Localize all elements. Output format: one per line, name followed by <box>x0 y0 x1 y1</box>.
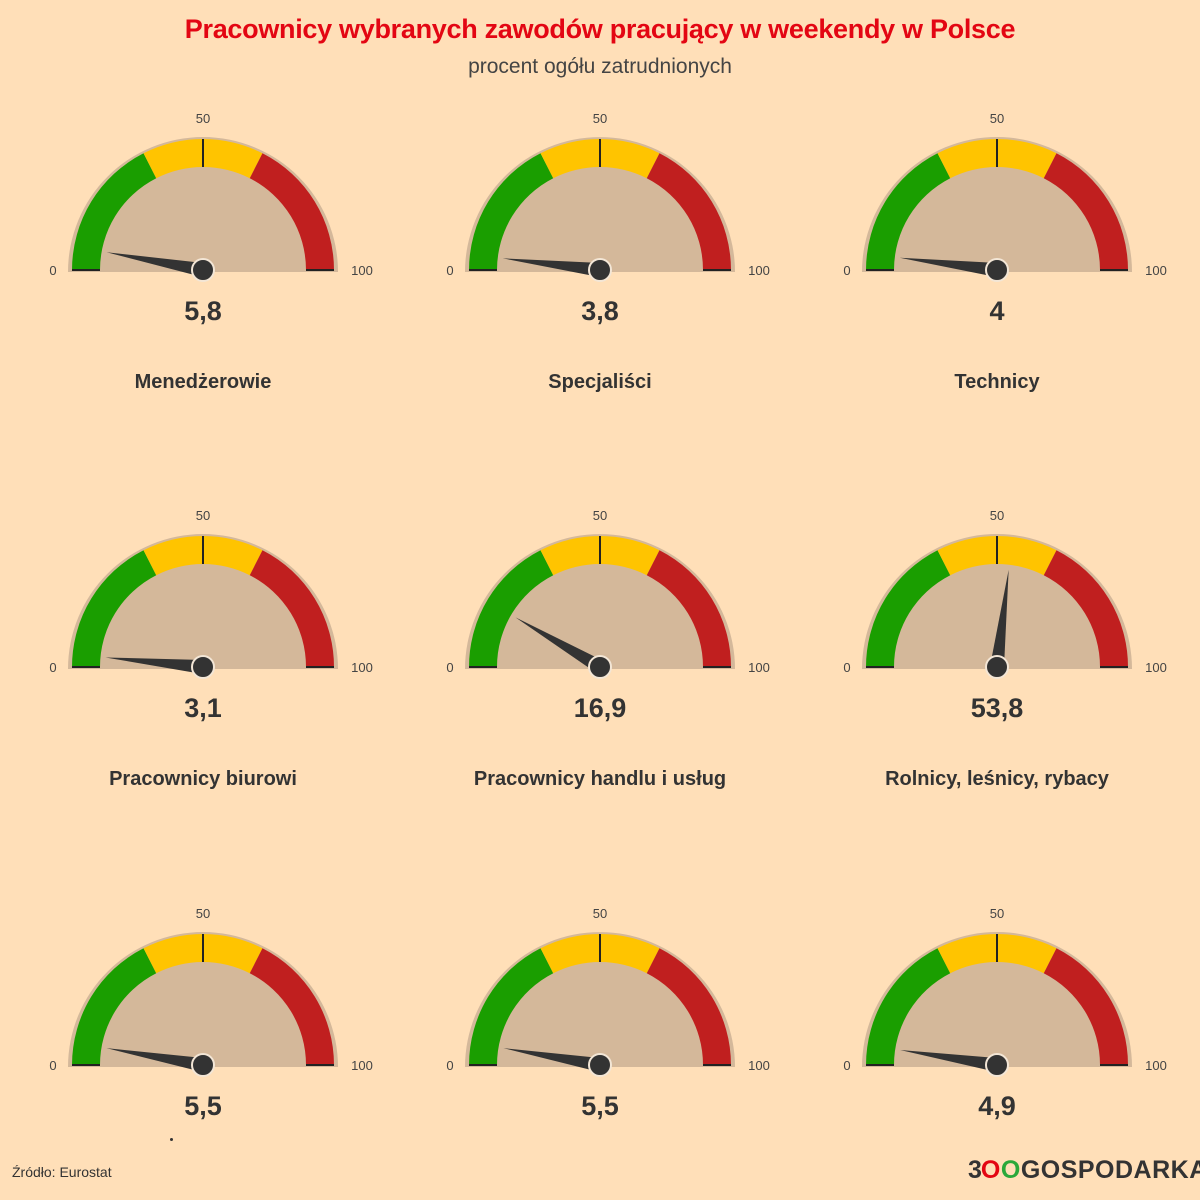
gauge-band-1 <box>469 550 554 667</box>
gauge-3: 0 50 100 4 Technicy <box>843 111 1166 393</box>
tick-label-max: 100 <box>748 660 770 675</box>
tick-label-min: 0 <box>843 1058 850 1073</box>
needle-hub <box>985 655 1009 679</box>
needle-hub <box>588 655 612 679</box>
gauge-1: 0 50 100 5,8 Menedżerowie <box>49 111 372 393</box>
gauge-4: 0 50 100 3,1 Pracownicy biurowi <box>49 508 372 790</box>
gauge-category-label: Menedżerowie <box>135 371 272 393</box>
gauge-band-3 <box>646 948 731 1065</box>
gauge-value: 5,5 <box>184 1091 222 1121</box>
gauge-5: 0 50 100 16,9 Pracownicy handlu i usług <box>446 508 769 790</box>
needle-hub <box>985 1053 1009 1077</box>
gauge-band-1 <box>72 948 157 1065</box>
gauge-value: 5,5 <box>581 1091 619 1121</box>
needle-hub <box>191 258 215 282</box>
gauge-needle <box>515 617 604 674</box>
tick-label-max: 100 <box>1145 1058 1167 1073</box>
gauge-9: 0 50 100 4,9 <box>843 906 1166 1121</box>
tick-label-min: 0 <box>843 660 850 675</box>
logo-o-green: O <box>1000 1156 1021 1184</box>
gauge-band-3 <box>1043 550 1128 667</box>
tick-label-mid: 50 <box>990 508 1004 523</box>
tick-label-max: 100 <box>748 1058 770 1073</box>
tick-label-mid: 50 <box>593 111 607 126</box>
chart-title: Pracownicy wybranych zawodów pracujący w… <box>184 14 1016 44</box>
gauge-band-1 <box>72 153 157 270</box>
gauge-needle <box>106 252 205 277</box>
tick-label-mid: 50 <box>196 508 210 523</box>
gauge-category-label: Specjaliści <box>548 371 651 393</box>
tick-label-mid: 50 <box>990 906 1004 921</box>
gauge-6: 0 50 100 53,8 Rolnicy, leśnicy, rybacy <box>843 508 1166 790</box>
gauge-band-1 <box>866 550 951 667</box>
gauge-band-3 <box>646 153 731 270</box>
gauge-band-1 <box>469 153 554 270</box>
tick-label-max: 100 <box>351 1058 373 1073</box>
gauge-category-label: Rolnicy, leśnicy, rybacy <box>885 768 1110 790</box>
gauge-band-3 <box>249 153 334 270</box>
gauge-8: 0 50 100 5,5 <box>446 906 769 1121</box>
tick-label-min: 0 <box>446 1058 453 1073</box>
gauge-needle <box>899 257 998 277</box>
tick-label-max: 100 <box>1145 660 1167 675</box>
gauge-needle <box>502 258 601 277</box>
source-note: Źródło: Eurostat <box>12 1164 112 1180</box>
gauge-value: 3,8 <box>581 296 619 326</box>
tick-label-mid: 50 <box>593 906 607 921</box>
tick-label-max: 100 <box>748 263 770 278</box>
gauge-band-1 <box>72 550 157 667</box>
chart-header: Pracownicy wybranych zawodów pracujący w… <box>0 14 1200 79</box>
gauge-band-3 <box>1043 153 1128 270</box>
tick-label-min: 0 <box>49 660 56 675</box>
gauge-category-label: Pracownicy biurowi <box>109 768 297 790</box>
tick-label-max: 100 <box>351 660 373 675</box>
gauge-value: 4 <box>989 296 1004 326</box>
gauge-band-3 <box>249 550 334 667</box>
gauge-value: 5,8 <box>184 296 222 326</box>
gauge-needle <box>900 1049 999 1072</box>
gauge-needle <box>503 1048 602 1072</box>
gauge-band-1 <box>866 153 951 270</box>
gauge-band-1 <box>866 948 951 1065</box>
tick-label-min: 0 <box>446 263 453 278</box>
needle-hub <box>588 258 612 282</box>
gauge-needle <box>106 1048 205 1072</box>
gauge-value: 3,1 <box>184 693 222 723</box>
needle-hub <box>191 1053 215 1077</box>
logo-o-red: O <box>980 1156 1001 1184</box>
gauge-band-1 <box>469 948 554 1065</box>
logo-suffix: GOSPODARKA <box>1020 1156 1200 1184</box>
gauge-band-3 <box>646 550 731 667</box>
gauge-category-label: Pracownicy handlu i usług <box>474 768 726 790</box>
tick-label-mid: 50 <box>196 906 210 921</box>
tick-label-min: 0 <box>446 660 453 675</box>
gauge-category-label: Technicy <box>954 371 1040 393</box>
gauge-needle <box>990 569 1009 668</box>
tick-label-min: 0 <box>843 263 850 278</box>
tick-label-mid: 50 <box>196 111 210 126</box>
gauge-value: 4,9 <box>978 1091 1016 1121</box>
tick-label-min: 0 <box>49 263 56 278</box>
gauge-value: 16,9 <box>574 693 627 723</box>
needle-hub <box>191 655 215 679</box>
gauge-2: 0 50 100 3,8 Specjaliści <box>446 111 769 393</box>
gauge-band-3 <box>1043 948 1128 1065</box>
tick-label-min: 0 <box>49 1058 56 1073</box>
needle-hub <box>588 1053 612 1077</box>
gauge-needle <box>105 657 204 674</box>
chart-subtitle: procent ogółu zatrudnionych <box>468 55 732 78</box>
brand-logo: 3OOGOSPODARKA <box>968 1156 1200 1185</box>
needle-hub <box>985 258 1009 282</box>
gauge-7: 0 50 100 5,5 <box>49 906 372 1121</box>
tick-label-mid: 50 <box>593 508 607 523</box>
gauge-value: 53,8 <box>971 693 1024 723</box>
gauge-band-3 <box>249 948 334 1065</box>
tick-label-max: 100 <box>1145 263 1167 278</box>
logo-prefix: 3 <box>968 1156 982 1184</box>
tick-label-max: 100 <box>351 263 373 278</box>
tick-label-mid: 50 <box>990 111 1004 126</box>
decorative-dot <box>170 1138 173 1141</box>
